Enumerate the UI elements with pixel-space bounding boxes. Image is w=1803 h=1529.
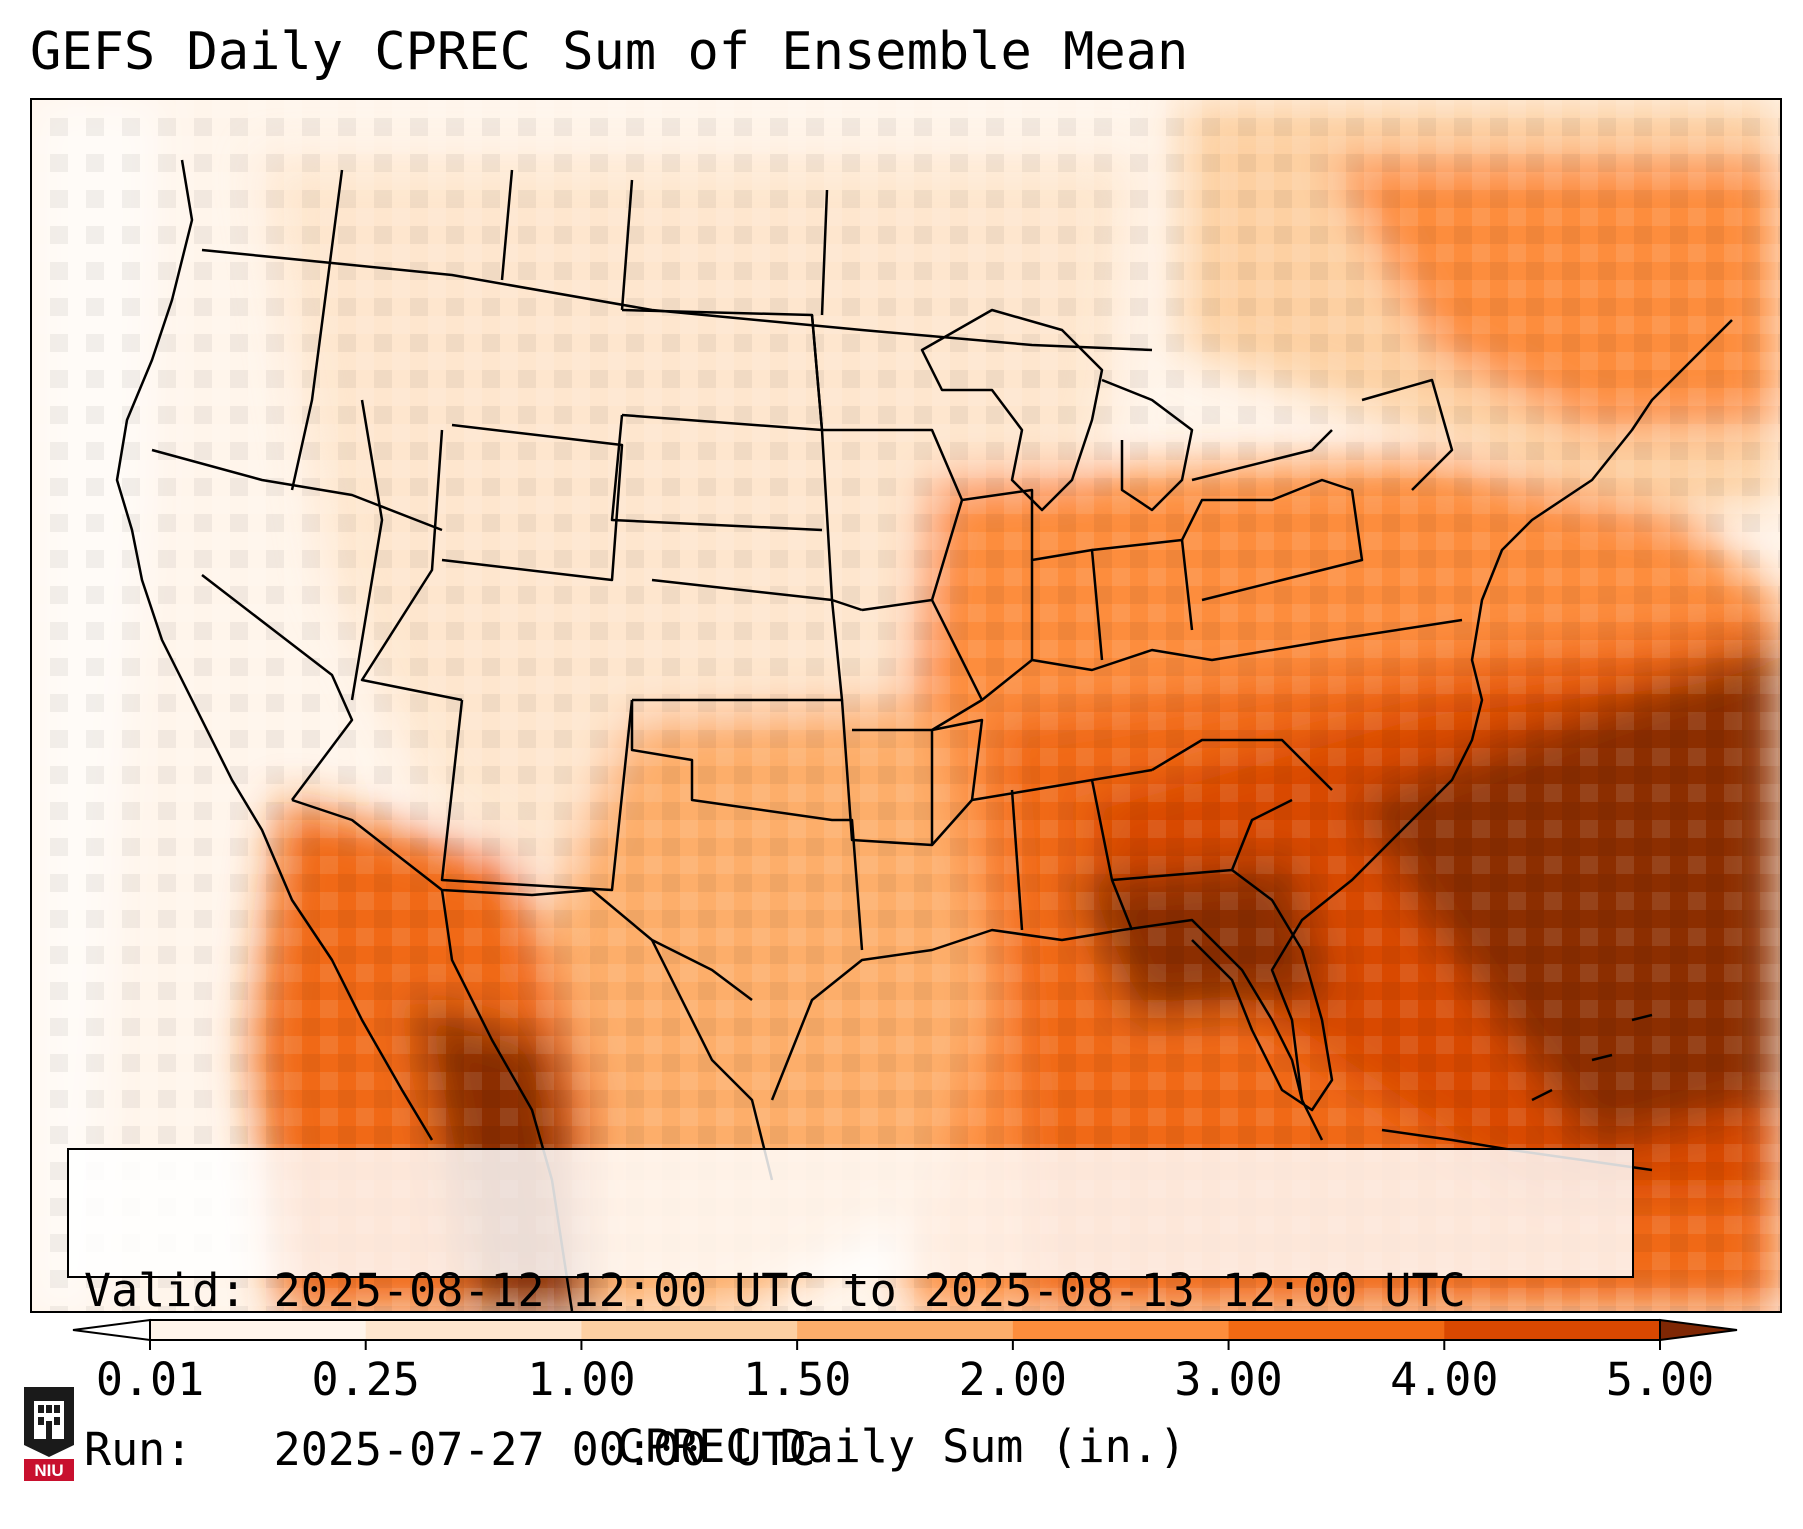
east-coastline <box>1270 319 1733 1101</box>
precipitation-field <box>32 100 1780 1311</box>
colorbar <box>72 1318 1738 1350</box>
colorbar-tick-label: 0.25 <box>311 1353 420 1406</box>
colorbar-tick-label: 4.00 <box>1390 1353 1499 1406</box>
university-logo: NIU <box>24 1387 74 1481</box>
precipitation-map <box>30 98 1782 1313</box>
colorbar-tick-label: 2.00 <box>958 1353 1068 1406</box>
colorbar-segment <box>581 1320 798 1340</box>
us-mexico-border <box>291 798 753 1001</box>
colorbar-tick-label: 5.00 <box>1605 1353 1715 1406</box>
colorbar-segment <box>797 1320 1014 1340</box>
colorbar-label: CPREC Daily Sum (in.) <box>617 1420 1186 1473</box>
colorbar-segment <box>1012 1320 1230 1340</box>
us-canada-border <box>201 248 1153 352</box>
map-boundaries <box>115 159 1733 1311</box>
colorbar-over-extension <box>1659 1318 1738 1342</box>
run-time-text: Run: 2025-07-27 00:00 UTC <box>84 1423 816 1476</box>
colorbar-tick-label: 1.00 <box>527 1353 636 1406</box>
svg-text:NIU: NIU <box>34 1461 63 1480</box>
florida-outline <box>1191 869 1334 1112</box>
colorbar-segment <box>150 1320 367 1340</box>
colorbar-tick-label: 1.50 <box>742 1353 852 1406</box>
colorbar-segment <box>365 1320 582 1340</box>
colorbar-segment <box>1444 1320 1661 1340</box>
colorbar-tick-label: 0.01 <box>95 1353 205 1406</box>
valid-time-text: Valid: 2025-08-12 12:00 UTC to 2025-08-1… <box>84 1264 1466 1317</box>
validity-info-box: Valid: 2025-08-12 12:00 UTC to 2025-08-1… <box>67 1148 1634 1476</box>
colorbar-tick-label: 3.00 <box>1174 1353 1283 1406</box>
map-title: GEFS Daily CPREC Sum of Ensemble Mean <box>30 22 1189 82</box>
colorbar-segment <box>1228 1320 1445 1340</box>
colorbar-under-extension <box>72 1318 151 1342</box>
gulf-coastline <box>770 918 1324 1141</box>
us-west-coastline <box>115 159 434 1141</box>
great-lakes <box>920 308 1104 512</box>
